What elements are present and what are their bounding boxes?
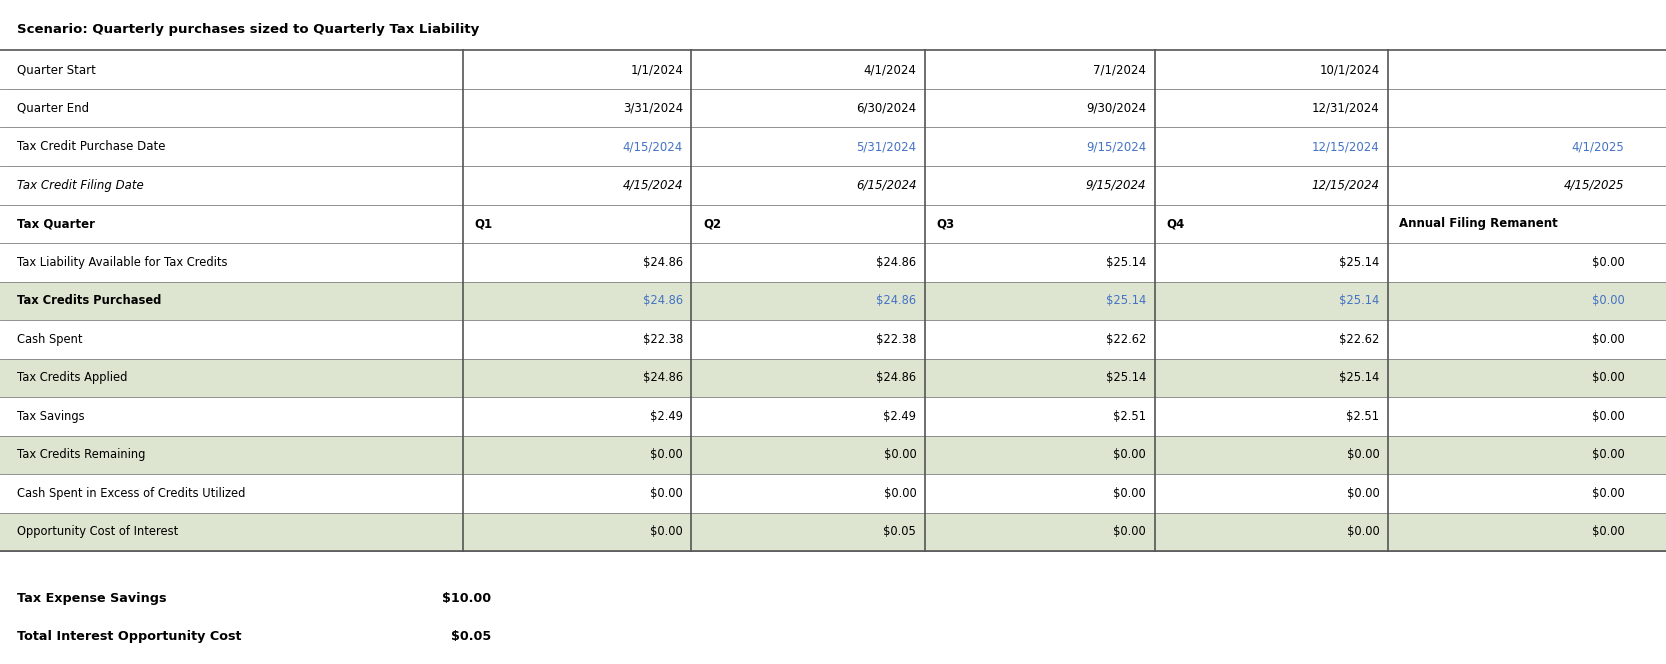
Text: $24.86: $24.86 [643, 256, 683, 269]
Text: 12/15/2024: 12/15/2024 [1311, 179, 1379, 192]
Text: $24.86: $24.86 [876, 256, 916, 269]
Text: 12/15/2024: 12/15/2024 [1311, 140, 1379, 153]
Text: $0.00: $0.00 [650, 448, 683, 461]
Text: Quarter End: Quarter End [17, 102, 88, 115]
Text: $24.86: $24.86 [643, 371, 683, 384]
Text: $0.00: $0.00 [1591, 487, 1624, 500]
Text: Tax Credits Purchased: Tax Credits Purchased [17, 294, 162, 307]
Text: $0.00: $0.00 [1113, 487, 1146, 500]
Text: $0.00: $0.00 [650, 487, 683, 500]
Text: $0.00: $0.00 [1591, 410, 1624, 423]
Text: $25.14: $25.14 [1339, 371, 1379, 384]
Text: $0.00: $0.00 [1591, 256, 1624, 269]
Text: 3/31/2024: 3/31/2024 [623, 102, 683, 115]
Text: 6/15/2024: 6/15/2024 [856, 179, 916, 192]
Text: $22.62: $22.62 [1106, 333, 1146, 346]
Text: $22.62: $22.62 [1339, 333, 1379, 346]
Text: Tax Expense Savings: Tax Expense Savings [17, 592, 167, 605]
Text: $0.00: $0.00 [1346, 525, 1379, 539]
Text: Q2: Q2 [703, 217, 721, 230]
Text: $25.14: $25.14 [1339, 294, 1379, 307]
Text: 9/30/2024: 9/30/2024 [1086, 102, 1146, 115]
Text: $0.00: $0.00 [1591, 333, 1624, 346]
Text: $25.14: $25.14 [1106, 294, 1146, 307]
Text: 5/31/2024: 5/31/2024 [856, 140, 916, 153]
Text: Annual Filing Remanent: Annual Filing Remanent [1399, 217, 1558, 230]
Bar [0, 282, 1666, 320]
Text: 10/1/2024: 10/1/2024 [1319, 63, 1379, 76]
Text: $0.05: $0.05 [883, 525, 916, 539]
Text: $24.86: $24.86 [876, 294, 916, 307]
Text: 9/15/2024: 9/15/2024 [1086, 179, 1146, 192]
Text: $10.00: $10.00 [443, 592, 491, 605]
Text: 4/15/2025: 4/15/2025 [1564, 179, 1624, 192]
Text: 1/1/2024: 1/1/2024 [630, 63, 683, 76]
Text: $22.38: $22.38 [876, 333, 916, 346]
Text: $0.05: $0.05 [451, 630, 491, 643]
Text: $0.00: $0.00 [650, 525, 683, 539]
Text: 6/30/2024: 6/30/2024 [856, 102, 916, 115]
Text: 7/1/2024: 7/1/2024 [1093, 63, 1146, 76]
Text: 9/15/2024: 9/15/2024 [1086, 140, 1146, 153]
Text: $22.38: $22.38 [643, 333, 683, 346]
Text: $24.86: $24.86 [876, 371, 916, 384]
Text: $2.49: $2.49 [650, 410, 683, 423]
Text: 4/15/2024: 4/15/2024 [623, 140, 683, 153]
Bar [0, 359, 1666, 397]
Text: $0.00: $0.00 [1591, 525, 1624, 539]
Text: $0.00: $0.00 [1346, 487, 1379, 500]
Text: $0.00: $0.00 [1346, 448, 1379, 461]
Text: $0.00: $0.00 [1113, 525, 1146, 539]
Text: Cash Spent: Cash Spent [17, 333, 82, 346]
Text: $0.00: $0.00 [883, 448, 916, 461]
Text: Scenario: Quarterly purchases sized to Quarterly Tax Liability: Scenario: Quarterly purchases sized to Q… [17, 23, 478, 36]
Text: Cash Spent in Excess of Credits Utilized: Cash Spent in Excess of Credits Utilized [17, 487, 245, 500]
Bar [0, 513, 1666, 551]
Text: Quarter Start: Quarter Start [17, 63, 95, 76]
Text: 4/15/2024: 4/15/2024 [623, 179, 683, 192]
Text: Tax Credit Purchase Date: Tax Credit Purchase Date [17, 140, 165, 153]
Text: Total Interest Opportunity Cost: Total Interest Opportunity Cost [17, 630, 242, 643]
Text: $0.00: $0.00 [883, 487, 916, 500]
Text: Tax Quarter: Tax Quarter [17, 217, 95, 230]
Text: $0.00: $0.00 [1113, 448, 1146, 461]
Text: Q3: Q3 [936, 217, 955, 230]
Text: 12/31/2024: 12/31/2024 [1311, 102, 1379, 115]
Text: Opportunity Cost of Interest: Opportunity Cost of Interest [17, 525, 178, 539]
Text: $25.14: $25.14 [1106, 371, 1146, 384]
Text: $2.51: $2.51 [1113, 410, 1146, 423]
Text: $0.00: $0.00 [1591, 371, 1624, 384]
Text: 4/1/2024: 4/1/2024 [863, 63, 916, 76]
Text: 4/1/2025: 4/1/2025 [1571, 140, 1624, 153]
Text: $0.00: $0.00 [1591, 294, 1624, 307]
Text: Q1: Q1 [475, 217, 493, 230]
Text: $24.86: $24.86 [643, 294, 683, 307]
Text: Tax Liability Available for Tax Credits: Tax Liability Available for Tax Credits [17, 256, 227, 269]
Text: $25.14: $25.14 [1339, 256, 1379, 269]
Text: $2.49: $2.49 [883, 410, 916, 423]
Bar [0, 436, 1666, 474]
Text: $0.00: $0.00 [1591, 448, 1624, 461]
Text: Tax Credits Applied: Tax Credits Applied [17, 371, 127, 384]
Text: Tax Credits Remaining: Tax Credits Remaining [17, 448, 145, 461]
Text: Tax Credit Filing Date: Tax Credit Filing Date [17, 179, 143, 192]
Text: $25.14: $25.14 [1106, 256, 1146, 269]
Text: Q4: Q4 [1166, 217, 1185, 230]
Text: $2.51: $2.51 [1346, 410, 1379, 423]
Text: Tax Savings: Tax Savings [17, 410, 85, 423]
